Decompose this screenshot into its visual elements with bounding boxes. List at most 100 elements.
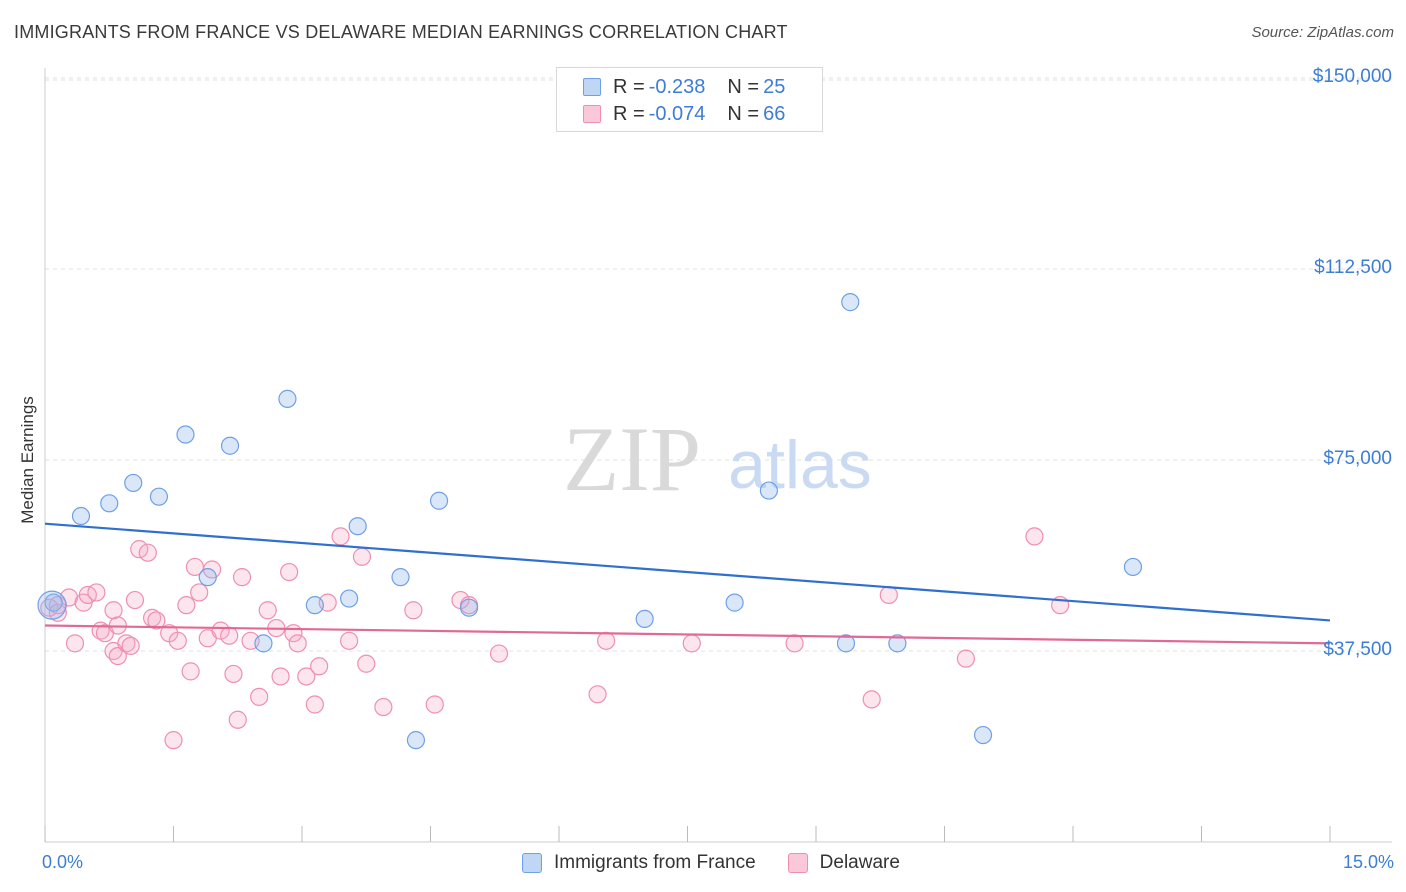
point-france [391,568,410,587]
point-france [149,487,169,506]
point-france [841,293,860,312]
point-delaware [340,631,359,650]
point-delaware [305,695,324,714]
point-france [459,598,479,617]
point-delaware [168,631,187,650]
y-tick-label: $150,000 [1312,66,1392,87]
point-france [278,389,297,408]
x-tick-label-max: 15.0% [1342,852,1394,872]
point-delaware [331,527,350,546]
point-france [220,436,240,455]
point-delaware [280,562,299,582]
legend-row-france: R = -0.238 N = 25 [583,75,789,99]
point-delaware [48,603,67,622]
point-france [635,609,654,629]
point-delaware [357,654,376,673]
point-delaware [104,601,123,620]
point-france [973,725,993,745]
legend-n-delaware: 66 [763,102,786,125]
watermark-zip: ZIP [563,408,701,510]
legend-n-label: N = [727,75,760,98]
point-france [1123,557,1143,577]
point-delaware [374,697,393,717]
legend-item-france[interactable]: Immigrants from France [522,852,756,874]
x-tick-label-min: 0.0% [42,852,84,872]
point-france [429,491,449,510]
point-france [71,506,91,526]
watermark-atlas: atlas [728,427,872,503]
point-delaware [862,690,881,709]
series-legend: Immigrants from France Delaware [522,852,932,874]
source-label: Source: ZipAtlas.com [1251,24,1394,41]
point-delaware [956,649,976,668]
point-delaware [87,583,106,602]
point-delaware [125,590,145,610]
point-france [305,596,324,615]
point-delaware [211,621,230,640]
point-delaware [250,687,269,706]
gridlines [45,77,1392,652]
point-delaware [288,634,307,653]
point-delaware [232,568,252,587]
point-france [124,473,143,493]
correlation-legend: R = -0.238 N = 25 R = -0.074 N = 66 [556,67,823,132]
legend-label-delaware: Delaware [819,852,900,873]
legend-n-france: 25 [763,75,786,98]
point-france [759,481,778,500]
watermark: ZIP atlas [563,408,872,510]
trend-line-france [44,522,1331,622]
data-points [37,293,1143,750]
point-delaware [682,634,701,653]
legend-swatch-delaware [787,853,808,873]
point-delaware [65,634,85,653]
point-france [888,634,907,653]
legend-row-delaware: R = -0.074 N = 66 [583,102,789,126]
legend-swatch-delaware [583,105,601,123]
y-tick-label: $112,500 [1314,257,1392,278]
point-delaware [1025,527,1044,546]
point-delaware [190,583,209,602]
point-delaware [121,636,140,656]
point-delaware [228,710,247,729]
legend-r-label: R = [613,75,645,98]
y-tick-label: $75,000 [1323,448,1392,469]
point-france [198,568,217,587]
point-delaware [352,547,372,566]
point-france [348,517,367,536]
point-delaware [425,695,444,714]
point-delaware [271,667,290,686]
point-france [406,731,426,750]
point-delaware [785,634,804,653]
point-france [725,593,744,612]
point-delaware [108,646,127,666]
legend-n-label: N = [727,102,760,125]
legend-swatch-france [522,853,542,873]
point-delaware [588,685,607,704]
point-delaware [489,644,509,663]
point-france [37,590,67,620]
point-delaware [224,664,243,684]
legend-swatch-france [583,78,601,96]
legend-r-delaware: -0.074 [648,102,706,125]
point-france [44,593,63,612]
point-delaware [164,731,183,750]
point-delaware [147,611,166,630]
axes [44,68,1392,843]
point-delaware [138,543,157,562]
point-delaware [597,631,616,650]
chart-title: IMMIGRANTS FROM FRANCE VS DELAWARE MEDIA… [14,22,788,42]
point-delaware [181,662,200,681]
point-france [254,634,273,653]
point-france [176,425,195,444]
y-tick-label: $37,500 [1323,639,1392,660]
legend-label-france: Immigrants from France [554,852,756,873]
point-delaware [879,585,898,605]
point-france [836,634,856,653]
legend-item-delaware[interactable]: Delaware [787,852,900,874]
point-delaware [258,601,277,620]
point-delaware [297,667,316,686]
point-delaware [404,601,423,620]
legend-r-label: R = [613,102,645,125]
point-france [340,589,359,608]
